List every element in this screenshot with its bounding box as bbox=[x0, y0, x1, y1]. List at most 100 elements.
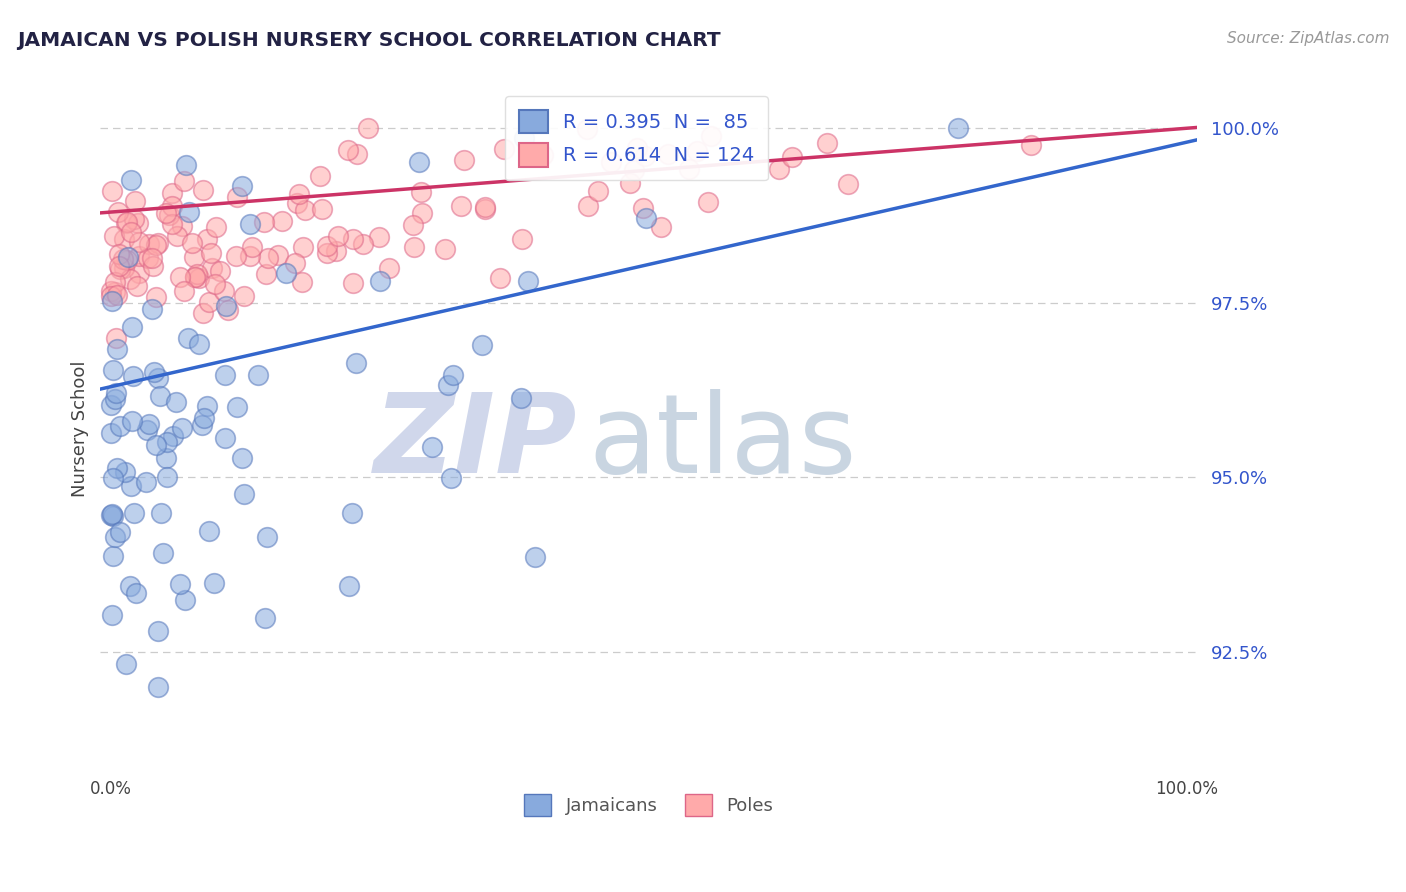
Point bbox=[276, 266, 298, 280]
Point bbox=[232, 487, 254, 501]
Point bbox=[174, 159, 197, 173]
Point bbox=[117, 250, 139, 264]
Point bbox=[440, 471, 463, 485]
Point bbox=[204, 575, 226, 590]
Point bbox=[169, 270, 191, 285]
Point bbox=[287, 187, 309, 202]
Point bbox=[291, 240, 314, 254]
Point bbox=[316, 238, 339, 252]
Point bbox=[105, 288, 128, 302]
Point bbox=[453, 153, 475, 167]
Point bbox=[180, 236, 202, 251]
Point bbox=[115, 216, 138, 230]
Point bbox=[619, 176, 641, 190]
Point bbox=[170, 219, 193, 234]
Point bbox=[136, 251, 159, 265]
Point bbox=[623, 163, 645, 178]
Point bbox=[188, 337, 211, 351]
Point bbox=[108, 524, 131, 539]
Point bbox=[231, 450, 253, 465]
Point bbox=[575, 122, 598, 136]
Point bbox=[193, 411, 215, 425]
Point bbox=[311, 202, 333, 216]
Point bbox=[513, 131, 536, 145]
Point bbox=[124, 194, 146, 208]
Point bbox=[121, 414, 143, 428]
Point bbox=[443, 368, 465, 383]
Point bbox=[146, 680, 169, 694]
Point bbox=[104, 530, 127, 544]
Point bbox=[148, 370, 170, 384]
Point bbox=[205, 219, 228, 234]
Point bbox=[177, 330, 200, 344]
Point bbox=[402, 239, 425, 253]
Point bbox=[125, 586, 148, 600]
Point bbox=[191, 417, 214, 432]
Point bbox=[115, 657, 138, 671]
Point bbox=[409, 185, 432, 199]
Point bbox=[650, 219, 672, 234]
Point bbox=[101, 184, 124, 198]
Point bbox=[101, 471, 124, 485]
Point bbox=[115, 252, 138, 267]
Point bbox=[191, 183, 214, 197]
Point bbox=[699, 129, 721, 144]
Point bbox=[257, 251, 280, 265]
Point bbox=[524, 550, 547, 565]
Point bbox=[267, 248, 290, 262]
Point bbox=[112, 232, 135, 246]
Point bbox=[141, 251, 163, 265]
Point bbox=[145, 438, 167, 452]
Point bbox=[173, 174, 195, 188]
Point bbox=[326, 229, 349, 244]
Point bbox=[108, 259, 131, 273]
Point bbox=[155, 206, 177, 220]
Point bbox=[339, 579, 361, 593]
Point bbox=[105, 460, 128, 475]
Point bbox=[531, 148, 554, 162]
Point bbox=[294, 202, 316, 217]
Point bbox=[346, 356, 368, 370]
Point bbox=[165, 394, 187, 409]
Point bbox=[160, 199, 183, 213]
Point bbox=[201, 260, 224, 275]
Point bbox=[226, 400, 249, 414]
Point bbox=[120, 579, 142, 593]
Point bbox=[233, 289, 256, 303]
Point bbox=[108, 419, 131, 434]
Point bbox=[122, 211, 145, 226]
Point bbox=[780, 150, 803, 164]
Point bbox=[101, 507, 124, 521]
Point bbox=[599, 154, 621, 169]
Point bbox=[136, 423, 159, 437]
Point bbox=[215, 299, 238, 313]
Point bbox=[135, 475, 157, 490]
Point bbox=[402, 218, 425, 232]
Point bbox=[817, 136, 839, 150]
Point bbox=[105, 386, 128, 401]
Point bbox=[122, 369, 145, 384]
Point bbox=[157, 209, 180, 223]
Point bbox=[492, 142, 515, 156]
Point bbox=[148, 236, 170, 251]
Point bbox=[240, 240, 263, 254]
Point bbox=[256, 530, 278, 544]
Point bbox=[111, 252, 134, 266]
Point bbox=[117, 215, 139, 229]
Point bbox=[122, 506, 145, 520]
Point bbox=[142, 365, 165, 379]
Point bbox=[107, 204, 129, 219]
Point bbox=[104, 285, 127, 299]
Text: JAMAICAN VS POLISH NURSERY SCHOOL CORRELATION CHART: JAMAICAN VS POLISH NURSERY SCHOOL CORREL… bbox=[17, 31, 720, 50]
Point bbox=[309, 169, 332, 183]
Point bbox=[183, 250, 205, 264]
Point bbox=[184, 270, 207, 285]
Point bbox=[316, 246, 339, 260]
Point bbox=[195, 399, 218, 413]
Point bbox=[433, 242, 456, 256]
Point bbox=[152, 546, 174, 560]
Point bbox=[170, 421, 193, 435]
Point bbox=[253, 214, 276, 228]
Point bbox=[247, 368, 270, 383]
Point bbox=[149, 506, 172, 520]
